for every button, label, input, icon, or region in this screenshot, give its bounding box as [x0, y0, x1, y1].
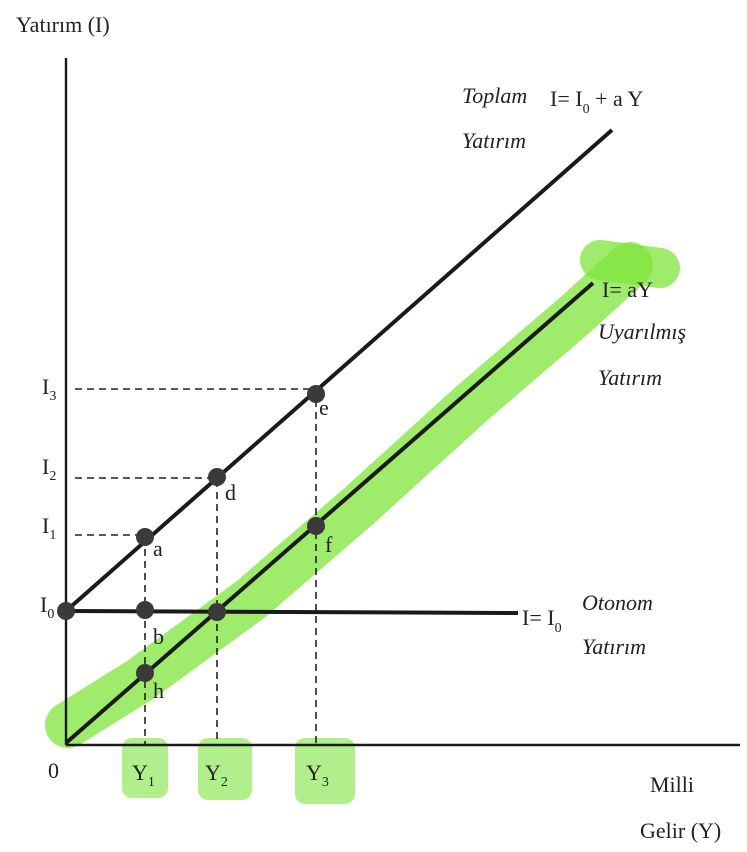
label-b: b — [153, 624, 164, 649]
highlight-y2 — [198, 738, 252, 800]
autonomous-investment-line — [65, 609, 519, 615]
total-title-2: Yatırım — [462, 128, 526, 153]
highlight-y3 — [295, 738, 355, 804]
point-h — [136, 664, 154, 682]
tick-i3: I3 — [42, 374, 56, 404]
autonomous-title-1: Otonom — [582, 590, 653, 615]
point-b — [136, 601, 154, 619]
highlight-y1 — [122, 738, 168, 798]
total-equation: I= I0 + a Y — [550, 86, 643, 117]
point-y2-intersection — [208, 603, 226, 621]
tick-i2: I2 — [42, 454, 56, 484]
tick-y2: Y2 — [205, 760, 228, 790]
point-i0 — [57, 602, 75, 620]
total-title-1: Toplam — [462, 83, 527, 108]
tick-y1: Y1 — [132, 760, 155, 790]
label-e: e — [319, 395, 329, 420]
x-axis-title-line2: Gelir (Y) — [640, 818, 721, 843]
induced-investment-line — [64, 281, 595, 745]
tick-y3: Y3 — [306, 760, 329, 790]
point-e — [307, 385, 325, 403]
induced-title-2: Yatırım — [598, 365, 662, 390]
point-a — [136, 528, 154, 546]
x-axis-title-line1: Milli — [650, 772, 694, 797]
tick-i0: I0 — [40, 592, 54, 622]
induced-title-1: Uyarılmış — [598, 319, 686, 344]
point-f — [307, 517, 325, 535]
total-investment-line — [64, 128, 614, 613]
autonomous-title-2: Yatırım — [582, 634, 646, 659]
induced-equation: I= aY — [602, 277, 653, 302]
origin-label: 0 — [48, 758, 59, 783]
tick-i1: I1 — [42, 513, 56, 543]
autonomous-equation: I= I0 — [522, 605, 562, 636]
label-f: f — [325, 532, 333, 557]
label-h: h — [153, 678, 164, 703]
label-d: d — [225, 480, 236, 505]
point-d — [208, 468, 226, 486]
label-a: a — [153, 536, 163, 561]
y-axis-title: Yatırım (I) — [16, 12, 110, 37]
highlight-band-tip — [580, 240, 680, 288]
